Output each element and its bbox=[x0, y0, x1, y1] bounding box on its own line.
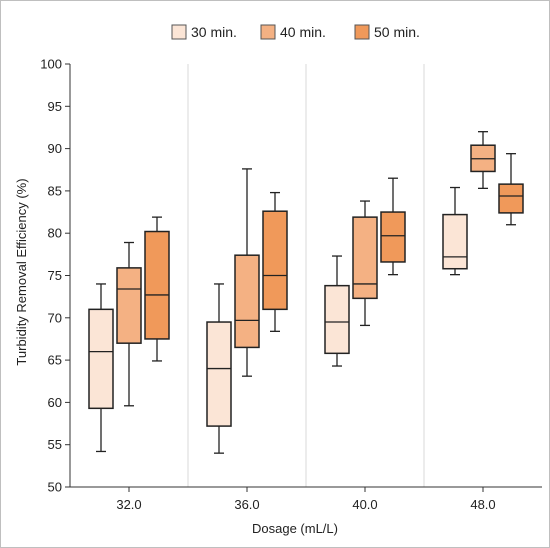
box-40min-32_0 bbox=[116, 241, 142, 407]
legend-item: 40 min. bbox=[260, 24, 326, 40]
box-body bbox=[116, 267, 142, 344]
y-tick-label: 75 bbox=[48, 268, 62, 283]
box-30min-36_0 bbox=[206, 283, 232, 454]
legend-item: 50 min. bbox=[354, 24, 420, 40]
x-tick-label: 36.0 bbox=[234, 497, 259, 512]
box-30min-40_0 bbox=[324, 255, 350, 367]
legend-item: 30 min. bbox=[171, 24, 237, 40]
box-body bbox=[380, 211, 406, 263]
y-tick-label: 90 bbox=[48, 141, 62, 156]
x-tick-label: 32.0 bbox=[116, 497, 141, 512]
y-tick-label: 70 bbox=[48, 310, 62, 325]
box-body bbox=[206, 321, 232, 427]
y-tick-label: 100 bbox=[40, 57, 62, 72]
legend-swatch bbox=[171, 24, 187, 40]
x-axis-title: Dosage (mL/L) bbox=[252, 521, 338, 536]
axes: 50 55 60 65 70 75 80 85 90 95 100 32.0 36.0 40.0 48.0 bbox=[40, 57, 542, 512]
y-tick-label: 85 bbox=[48, 183, 62, 198]
box-40min-48_0 bbox=[470, 131, 496, 190]
legend-label: 50 min. bbox=[374, 24, 420, 40]
box-body bbox=[234, 254, 260, 349]
box-body bbox=[262, 210, 288, 311]
box-50min-40_0 bbox=[380, 177, 406, 276]
box-body bbox=[324, 284, 350, 355]
y-tick-label: 50 bbox=[48, 480, 62, 495]
box-body bbox=[442, 213, 468, 270]
legend-swatch bbox=[260, 24, 276, 40]
y-tick-label: 80 bbox=[48, 226, 62, 241]
box-body bbox=[88, 308, 114, 410]
box-30min-32_0 bbox=[88, 283, 114, 453]
box-50min-48_0 bbox=[498, 153, 524, 226]
box-40min-36_0 bbox=[234, 168, 260, 377]
box-body bbox=[352, 216, 378, 300]
legend-label: 40 min. bbox=[280, 24, 326, 40]
y-tick-label: 55 bbox=[48, 437, 62, 452]
legend-swatch bbox=[354, 24, 370, 40]
y-tick-label: 65 bbox=[48, 353, 62, 368]
legend: 30 min. 40 min. 50 min. bbox=[171, 24, 420, 40]
boxes bbox=[88, 131, 524, 454]
box-body bbox=[498, 183, 524, 214]
y-tick-label: 95 bbox=[48, 99, 62, 114]
y-tick-label: 60 bbox=[48, 395, 62, 410]
box-50min-36_0 bbox=[262, 191, 288, 332]
box-50min-32_0 bbox=[144, 216, 170, 362]
x-tick-label: 40.0 bbox=[352, 497, 377, 512]
box-body bbox=[144, 230, 170, 340]
x-tick-label: 48.0 bbox=[470, 497, 495, 512]
box-40min-40_0 bbox=[352, 200, 378, 327]
grid bbox=[187, 64, 425, 487]
y-axis-title: Turbidity Removal Efficiency (%) bbox=[14, 178, 29, 365]
legend-label: 30 min. bbox=[191, 24, 237, 40]
box-30min-48_0 bbox=[442, 186, 468, 276]
